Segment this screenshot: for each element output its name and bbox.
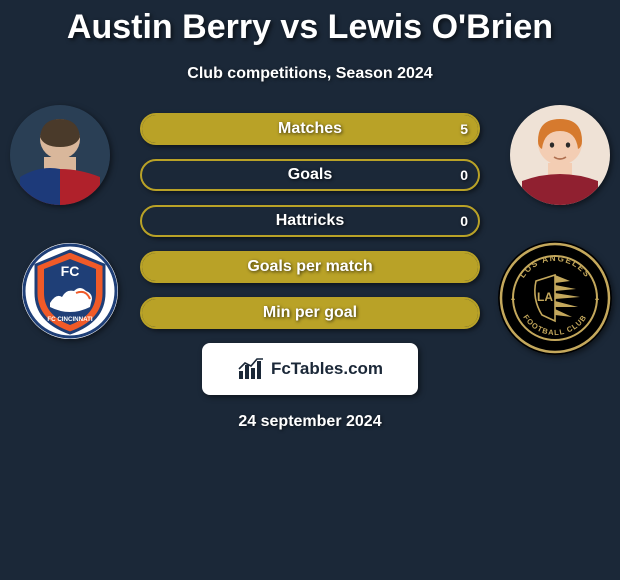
player-left-avatar (10, 105, 110, 205)
date-line: 24 september 2024 (0, 413, 620, 431)
comparison-area: FC FC CINCINNATI LOS ANGELES FOOTBALL CL… (0, 113, 620, 431)
svg-text:LA: LA (537, 290, 553, 304)
club-left-label: FC CINCINNATI (47, 316, 93, 323)
bar-label: Min per goal (263, 304, 357, 322)
club-badge-right: LOS ANGELES FOOTBALL CLUB LA (498, 241, 612, 355)
bar-label: Goals per match (247, 258, 372, 276)
avatar-placeholder-icon (510, 105, 610, 205)
brand-text: FcTables.com (271, 359, 383, 379)
stat-bar: Goals per match (140, 251, 480, 283)
bar-label: Goals (288, 166, 332, 184)
stat-bar: 5 Matches (140, 113, 480, 145)
bar-right-value: 0 (460, 213, 468, 229)
stat-bar: Min per goal (140, 297, 480, 329)
bar-right-value: 5 (460, 121, 468, 137)
avatar-placeholder-icon (10, 105, 110, 205)
club-badge-left: FC FC CINCINNATI (22, 243, 118, 339)
subtitle: Club competitions, Season 2024 (0, 65, 620, 83)
bar-label: Matches (278, 120, 342, 138)
page-title: Austin Berry vs Lewis O'Brien (0, 0, 620, 47)
brand-pill: FcTables.com (202, 343, 418, 395)
bar-right-value: 0 (460, 167, 468, 183)
club-crest-icon: LOS ANGELES FOOTBALL CLUB LA (498, 241, 612, 355)
stat-bar: 0 Hattricks (140, 205, 480, 237)
club-crest-icon: FC FC CINCINNATI (22, 243, 118, 339)
player-right-avatar (510, 105, 610, 205)
stat-bar: 0 Goals (140, 159, 480, 191)
brand-chart-icon (237, 357, 265, 381)
svg-text:FC: FC (61, 263, 80, 279)
bar-label: Hattricks (276, 212, 344, 230)
stat-bars: 5 Matches 0 Goals 0 Hattricks Goals per match M… (140, 113, 480, 329)
